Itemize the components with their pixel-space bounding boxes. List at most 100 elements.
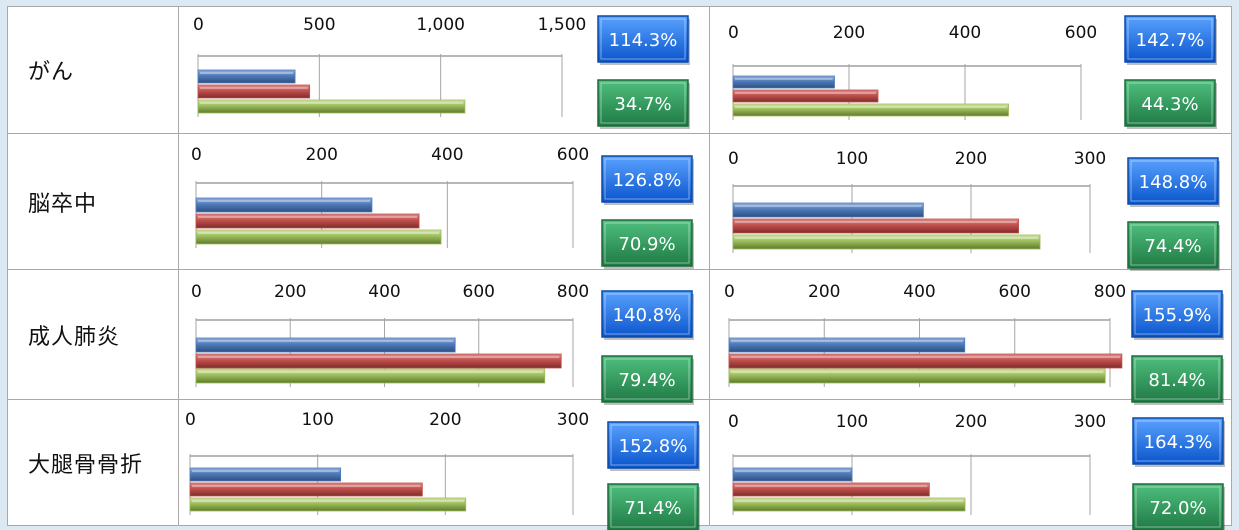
ratio-badge-label: 70.9% xyxy=(618,234,675,255)
ratio-badge-bevel xyxy=(1130,224,1216,266)
ratio-badge-label: 72.0% xyxy=(1149,498,1206,519)
tick-label: 600 xyxy=(999,282,1031,302)
ratio-badge-bevel xyxy=(1134,358,1220,400)
growth-badge-bevel xyxy=(604,158,690,200)
bar-red-highlight xyxy=(735,485,928,487)
tick-label: 500 xyxy=(303,15,335,35)
bar-red xyxy=(732,89,879,103)
tick-label: 100 xyxy=(301,410,333,430)
growth-badge xyxy=(607,421,699,469)
bar-red-highlight xyxy=(198,356,560,358)
bar-blue-highlight xyxy=(735,205,922,207)
ratio-badge xyxy=(601,219,693,267)
bar-red xyxy=(195,213,420,229)
ratio-badge-bevel xyxy=(604,358,690,400)
ratio-badge xyxy=(1131,355,1223,403)
bar-blue-highlight xyxy=(731,340,963,342)
row-label-pneumonia: 成人肺炎 xyxy=(28,324,121,350)
bar-blue-highlight xyxy=(192,470,339,472)
bar-green xyxy=(195,368,546,384)
ratio-badge-label: 81.4% xyxy=(1148,370,1205,391)
bar-green xyxy=(732,497,966,512)
tick-label: 0 xyxy=(185,410,196,430)
growth-badge xyxy=(1131,290,1223,338)
bar-red xyxy=(189,482,423,497)
bar-blue xyxy=(728,337,966,353)
bar-red xyxy=(197,84,311,99)
growth-badge-bevel xyxy=(604,293,690,335)
bar-blue xyxy=(195,337,456,353)
bar-green xyxy=(728,368,1106,384)
ratio-badge xyxy=(601,355,693,403)
ratio-badge-bevel xyxy=(604,222,690,264)
tick-label: 0 xyxy=(728,412,739,432)
column-divider-middle xyxy=(709,7,710,525)
row-label-stroke: 脳卒中 xyxy=(28,191,98,217)
bar-red xyxy=(195,353,562,369)
growth-badge-label: 142.7% xyxy=(1136,30,1205,51)
bar-green xyxy=(732,103,1009,117)
growth-badge-bevel xyxy=(610,424,696,466)
bar-blue xyxy=(732,202,924,218)
tick-label: 0 xyxy=(724,282,735,302)
tick-label: 200 xyxy=(833,23,865,43)
tick-label: 400 xyxy=(368,282,400,302)
ratio-badge-label: 44.3% xyxy=(1141,94,1198,115)
tick-label: 800 xyxy=(557,282,589,302)
tick-label: 0 xyxy=(728,23,739,43)
ratio-badge-bevel xyxy=(610,486,696,528)
column-divider-label xyxy=(178,7,179,525)
bar-green xyxy=(189,497,467,512)
tick-label: 200 xyxy=(808,282,840,302)
bar-red-highlight xyxy=(735,221,1017,223)
tick-label: 800 xyxy=(1094,282,1126,302)
bar-green-highlight xyxy=(731,371,1104,373)
growth-badge-label: 140.8% xyxy=(613,305,682,326)
tick-label: 200 xyxy=(955,149,987,169)
tick-label: 400 xyxy=(431,145,463,165)
growth-badge-bevel xyxy=(1134,293,1220,335)
ratio-badge xyxy=(607,483,699,530)
bar-blue xyxy=(195,197,373,213)
bar-blue-highlight xyxy=(198,200,370,202)
tick-label: 600 xyxy=(1065,23,1097,43)
bar-blue xyxy=(189,467,342,482)
bar-red xyxy=(732,482,930,497)
tick-label: 400 xyxy=(949,23,981,43)
bar-red-highlight xyxy=(735,92,876,94)
bar-green-highlight xyxy=(198,371,543,373)
bar-green-highlight xyxy=(735,500,964,502)
row-divider-1 xyxy=(8,133,1231,134)
growth-badge xyxy=(1127,157,1219,205)
bar-red xyxy=(732,218,1020,234)
tick-label: 200 xyxy=(429,410,461,430)
growth-badge-label: 114.3% xyxy=(609,30,678,51)
tick-label: 400 xyxy=(903,282,935,302)
growth-badge-bevel xyxy=(1130,160,1216,202)
growth-badge xyxy=(597,15,689,63)
ratio-badge-label: 71.4% xyxy=(624,498,681,519)
bar-red xyxy=(728,353,1123,369)
tick-label: 0 xyxy=(191,145,202,165)
tick-label: 100 xyxy=(836,412,868,432)
ratio-badge-label: 74.4% xyxy=(1144,236,1201,257)
tick-label: 300 xyxy=(1074,412,1106,432)
tick-label: 300 xyxy=(1074,149,1106,169)
bar-blue xyxy=(197,69,296,84)
ratio-badge-label: 34.7% xyxy=(614,94,671,115)
ratio-badge-bevel xyxy=(600,82,686,124)
bar-green-highlight xyxy=(735,106,1007,108)
ratio-badge-label: 79.4% xyxy=(618,370,675,391)
tick-label: 0 xyxy=(191,282,202,302)
ratio-badge xyxy=(597,79,689,127)
tick-label: 200 xyxy=(305,145,337,165)
growth-badge-label: 152.8% xyxy=(619,436,688,457)
tick-label: 1,500 xyxy=(538,15,587,35)
growth-badge-label: 164.3% xyxy=(1144,432,1213,453)
tick-label: 0 xyxy=(728,149,739,169)
bar-green-highlight xyxy=(198,232,440,234)
bar-green xyxy=(197,99,466,114)
bar-blue-highlight xyxy=(735,470,850,472)
growth-badge xyxy=(1124,15,1216,63)
tick-label: 600 xyxy=(463,282,495,302)
